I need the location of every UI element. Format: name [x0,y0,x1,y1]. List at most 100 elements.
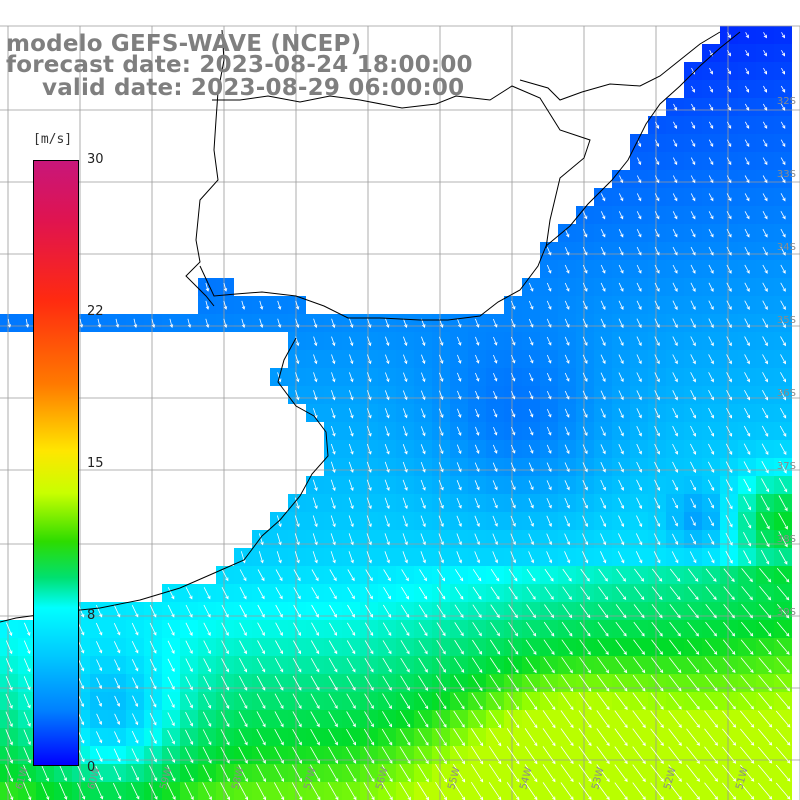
wind-arrow [23,676,31,691]
wind-arrow [582,211,588,220]
wind-arrow [313,372,318,383]
wind-arrow [114,695,120,707]
wind-arrow [274,675,284,691]
wind-arrow [345,764,357,783]
wind-arrow [364,657,374,673]
wind-arrow [690,336,696,347]
wind-arrow [364,675,374,691]
wind-arrow [726,211,732,220]
wind-arrow [202,746,212,764]
wind-arrow [149,712,157,726]
wind-arrow [686,639,700,655]
wind-arrow [780,103,786,111]
wind-arrow [708,157,714,166]
wind-arrow [725,515,733,528]
wind-arrow [564,515,570,527]
wind-arrow [97,318,102,328]
wind-arrow [239,587,247,600]
wind-arrow [542,764,556,783]
wind-arrow [474,551,480,564]
wind-arrow [456,551,462,564]
wind-arrow [400,622,410,637]
wind-arrow [346,711,356,728]
wind-arrow [418,586,428,600]
wind-arrow [507,674,519,692]
wind-arrow [187,318,192,329]
longitude-labels: 61W 60W 59W 58W 57W 56W 55W 54W 53W 52W 51W [14,766,751,791]
wind-arrow [596,674,610,692]
wind-arrow [348,425,354,437]
wind-arrow [579,657,591,674]
wind-arrow [708,282,714,292]
wind-arrow [131,641,139,654]
wind-arrow [672,533,679,545]
wind-arrow [401,586,410,600]
wind-arrow [420,390,426,401]
wind-arrow [330,497,336,510]
wind-arrow [348,479,354,492]
wind-arrow [167,604,175,618]
colorbar-tick-15: 15 [87,456,104,471]
wind-arrow [489,692,501,710]
wind-arrow [453,728,465,747]
wind-arrow [113,748,121,763]
wind-arrow [277,318,282,328]
wind-arrow [438,497,444,509]
wind-arrow [654,425,660,437]
wind-arrow [579,639,591,655]
wind-arrow [654,408,660,419]
wind-arrow [365,586,373,600]
wind-arrow [313,318,318,329]
wind-arrow [762,193,768,202]
wind-arrow [328,675,338,691]
wind-arrow [709,103,714,111]
wind-arrow [740,692,755,710]
wind-arrow [775,692,791,710]
wind-arrow [400,657,410,673]
wind-arrow [708,175,714,184]
wind-arrow [672,354,678,365]
wind-arrow [420,497,426,509]
country-borders [185,29,721,307]
wind-arrow [329,587,337,600]
wind-arrow [403,372,408,383]
wind-arrow [185,640,193,655]
wind-arrow [726,264,732,274]
wind-arrow [421,354,426,365]
wind-arrow [600,444,606,455]
wind-arrow [618,479,624,491]
wind-arrow [654,354,660,365]
wind-arrow [686,728,701,746]
wind-arrow [274,693,284,710]
wind-arrow [435,710,447,728]
wind-arrow [776,621,790,637]
wind-arrow [528,444,534,454]
wind-arrow [744,282,750,292]
wind-arrow [508,621,519,637]
wind-arrow [349,408,354,419]
wind-arrow [435,763,448,783]
wind-arrow [526,568,536,582]
wind-arrow [543,657,555,674]
wind-arrow [618,336,624,347]
wind-arrow [596,728,610,747]
wind-arrow [112,783,122,800]
wind-arrow [618,354,624,365]
wind-arrow [561,621,573,637]
wind-arrow [672,175,678,184]
wind-arrow [331,336,336,347]
wind-arrow [366,461,372,473]
wind-arrow [23,640,31,655]
wind-arrow [757,782,773,800]
lat-lon-grid [0,25,800,800]
wind-arrow [525,621,537,637]
wind-arrow [582,426,588,437]
wind-arrow [453,692,465,710]
wind-arrow [600,354,606,365]
wind-arrow [578,764,592,783]
wind-arrow [775,746,791,764]
wind-arrow [650,782,664,800]
wind-arrow [457,372,462,382]
wind-arrow [690,157,696,166]
wind-arrow [596,692,610,711]
